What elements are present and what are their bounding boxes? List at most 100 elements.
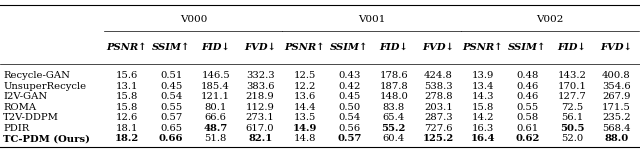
Text: FVD↓: FVD↓ (600, 43, 632, 52)
Text: 0.55: 0.55 (516, 103, 538, 112)
Text: FVD↓: FVD↓ (244, 43, 276, 52)
Text: SSIM↑: SSIM↑ (330, 43, 369, 52)
Text: 332.3: 332.3 (246, 71, 275, 80)
Text: 185.4: 185.4 (201, 82, 230, 91)
Text: 52.0: 52.0 (561, 134, 583, 143)
Text: 72.5: 72.5 (561, 103, 583, 112)
Text: 0.45: 0.45 (160, 82, 182, 91)
Text: 218.9: 218.9 (246, 92, 275, 101)
Text: 0.43: 0.43 (338, 71, 360, 80)
Text: V000: V000 (180, 15, 207, 24)
Text: 14.4: 14.4 (293, 103, 316, 112)
Text: 267.9: 267.9 (602, 92, 630, 101)
Text: 65.4: 65.4 (383, 113, 405, 122)
Text: 727.6: 727.6 (424, 124, 452, 133)
Text: ROMA: ROMA (3, 103, 36, 112)
Text: 15.8: 15.8 (115, 103, 138, 112)
Text: 354.6: 354.6 (602, 82, 631, 91)
Text: FID↓: FID↓ (380, 43, 408, 52)
Text: 121.1: 121.1 (201, 92, 230, 101)
Text: 14.2: 14.2 (472, 113, 494, 122)
Text: V002: V002 (536, 15, 563, 24)
Text: 568.4: 568.4 (602, 124, 631, 133)
Text: 51.8: 51.8 (204, 134, 227, 143)
Text: 0.51: 0.51 (160, 71, 182, 80)
Text: 0.45: 0.45 (338, 92, 360, 101)
Text: 0.46: 0.46 (516, 92, 538, 101)
Text: 14.3: 14.3 (472, 92, 494, 101)
Text: 187.8: 187.8 (380, 82, 408, 91)
Text: 235.2: 235.2 (602, 113, 631, 122)
Text: 273.1: 273.1 (246, 113, 275, 122)
Text: T2V-DDPM: T2V-DDPM (3, 113, 59, 122)
Text: SSIM↑: SSIM↑ (508, 43, 547, 52)
Text: 143.2: 143.2 (557, 71, 586, 80)
Text: 16.4: 16.4 (470, 134, 495, 143)
Text: 0.56: 0.56 (338, 124, 360, 133)
Text: 12.5: 12.5 (294, 71, 316, 80)
Text: 0.66: 0.66 (159, 134, 184, 143)
Text: 0.62: 0.62 (515, 134, 540, 143)
Text: 14.8: 14.8 (294, 134, 316, 143)
Text: 0.46: 0.46 (516, 82, 538, 91)
Text: 170.1: 170.1 (557, 82, 586, 91)
Text: 50.5: 50.5 (559, 124, 584, 133)
Text: 0.54: 0.54 (160, 92, 182, 101)
Text: PSNR↑: PSNR↑ (106, 43, 147, 52)
Text: SSIM↑: SSIM↑ (152, 43, 190, 52)
Text: PSNR↑: PSNR↑ (463, 43, 503, 52)
Text: 88.0: 88.0 (604, 134, 628, 143)
Text: 0.54: 0.54 (338, 113, 360, 122)
Text: 400.8: 400.8 (602, 71, 631, 80)
Text: TC-PDM (Ours): TC-PDM (Ours) (3, 134, 90, 143)
Text: 538.3: 538.3 (424, 82, 452, 91)
Text: 0.42: 0.42 (338, 82, 360, 91)
Text: 148.0: 148.0 (380, 92, 408, 101)
Text: 0.58: 0.58 (516, 113, 538, 122)
Text: 80.1: 80.1 (204, 103, 227, 112)
Text: FID↓: FID↓ (557, 43, 586, 52)
Text: 55.2: 55.2 (381, 124, 406, 133)
Text: 125.2: 125.2 (422, 134, 454, 143)
Text: 82.1: 82.1 (248, 134, 272, 143)
Text: 0.57: 0.57 (337, 134, 362, 143)
Text: 0.50: 0.50 (338, 103, 360, 112)
Text: 15.8: 15.8 (115, 92, 138, 101)
Text: 203.1: 203.1 (424, 103, 452, 112)
Text: 12.2: 12.2 (294, 82, 316, 91)
Text: 0.48: 0.48 (516, 71, 539, 80)
Text: 178.6: 178.6 (380, 71, 408, 80)
Text: 13.6: 13.6 (294, 92, 316, 101)
Text: 13.4: 13.4 (472, 82, 494, 91)
Text: 0.65: 0.65 (160, 124, 182, 133)
Text: 18.2: 18.2 (115, 134, 139, 143)
Text: FVD↓: FVD↓ (422, 43, 454, 52)
Text: 617.0: 617.0 (246, 124, 275, 133)
Text: 424.8: 424.8 (424, 71, 452, 80)
Text: 18.1: 18.1 (115, 124, 138, 133)
Text: FID↓: FID↓ (201, 43, 230, 52)
Text: 66.6: 66.6 (205, 113, 227, 122)
Text: 12.6: 12.6 (115, 113, 138, 122)
Text: 16.3: 16.3 (472, 124, 494, 133)
Text: 15.8: 15.8 (472, 103, 494, 112)
Text: 60.4: 60.4 (383, 134, 405, 143)
Text: 0.57: 0.57 (160, 113, 182, 122)
Text: 278.8: 278.8 (424, 92, 452, 101)
Text: 146.5: 146.5 (201, 71, 230, 80)
Text: 15.6: 15.6 (115, 71, 138, 80)
Text: 48.7: 48.7 (204, 124, 228, 133)
Text: PSNR↑: PSNR↑ (284, 43, 325, 52)
Text: 383.6: 383.6 (246, 82, 275, 91)
Text: PDIR: PDIR (3, 124, 29, 133)
Text: 127.7: 127.7 (557, 92, 586, 101)
Text: 287.3: 287.3 (424, 113, 452, 122)
Text: UnsuperRecycle: UnsuperRecycle (3, 82, 86, 91)
Text: V001: V001 (358, 15, 385, 24)
Text: I2V-GAN: I2V-GAN (3, 92, 47, 101)
Text: 13.1: 13.1 (115, 82, 138, 91)
Text: 13.9: 13.9 (472, 71, 494, 80)
Text: 171.5: 171.5 (602, 103, 631, 112)
Text: Recycle-GAN: Recycle-GAN (3, 71, 70, 80)
Text: 83.8: 83.8 (383, 103, 405, 112)
